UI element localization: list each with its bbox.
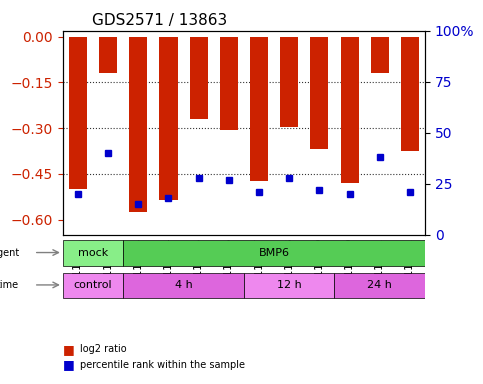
Text: log2 ratio: log2 ratio (80, 344, 127, 354)
Bar (250, 37, 268, 182)
Text: time: time (0, 280, 19, 290)
Text: mock: mock (78, 248, 108, 258)
FancyBboxPatch shape (63, 273, 123, 298)
Bar (280, 37, 298, 127)
FancyBboxPatch shape (123, 273, 244, 298)
Text: ■: ■ (63, 358, 74, 371)
Text: agent: agent (0, 248, 19, 258)
Text: ■: ■ (63, 343, 74, 356)
Bar (311, 37, 328, 149)
Text: 4 h: 4 h (175, 280, 192, 290)
FancyBboxPatch shape (63, 240, 123, 266)
Bar (99, 37, 117, 73)
Text: 12 h: 12 h (277, 280, 301, 290)
Text: 24 h: 24 h (367, 280, 392, 290)
FancyBboxPatch shape (123, 240, 425, 266)
Bar (341, 37, 358, 183)
Text: BMP6: BMP6 (258, 248, 290, 258)
Bar (220, 37, 238, 130)
FancyBboxPatch shape (334, 273, 425, 298)
Text: control: control (74, 280, 112, 290)
Bar (189, 37, 208, 119)
Bar (69, 37, 87, 189)
Text: GDS2571 / 13863: GDS2571 / 13863 (92, 13, 227, 28)
Bar (159, 37, 178, 200)
Text: percentile rank within the sample: percentile rank within the sample (80, 360, 245, 370)
Bar (371, 37, 389, 73)
FancyBboxPatch shape (244, 273, 334, 298)
Bar (401, 37, 419, 151)
Bar (129, 37, 147, 212)
